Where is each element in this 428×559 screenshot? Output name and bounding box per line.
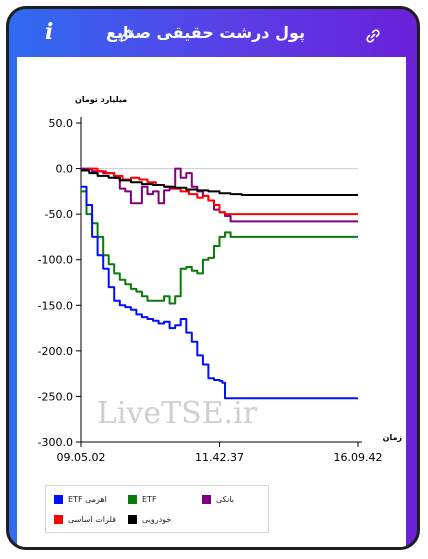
y-tick-label: -250.0 xyxy=(38,390,73,403)
legend-swatch xyxy=(54,514,63,524)
x-tick-label: 09.05.02 xyxy=(57,451,106,464)
legend-label: ETF اهرمی xyxy=(68,494,107,504)
legend-item-etf-leveraged[interactable]: ETF اهرمی xyxy=(54,492,107,506)
legend-swatch xyxy=(54,494,63,504)
legend-item-banking[interactable]: بانکی xyxy=(202,492,234,506)
x-axis-label: زمان xyxy=(383,433,403,442)
legend-label: ETF xyxy=(142,494,157,504)
y-tick-label: -200.0 xyxy=(38,345,73,358)
legend: ETF اهرمی ETF بانکی فلزات اساسی خودرویی xyxy=(45,485,269,533)
legend-item-automotive[interactable]: خودرویی xyxy=(128,512,171,526)
series-line-1 xyxy=(81,190,358,305)
x-tick-label: 11.42.37 xyxy=(195,451,244,464)
legend-swatch xyxy=(128,494,137,504)
header: i پول درشت حقیقی صنایع xyxy=(9,9,417,59)
legend-item-etf[interactable]: ETF xyxy=(128,492,157,506)
link-icon[interactable] xyxy=(365,28,381,44)
legend-label: فلزات اساسی xyxy=(68,514,116,524)
line-chart: LiveTSE.ir میلیارد تومان 50.0 0.0 -50.0 -100.… xyxy=(38,95,403,464)
chart-panel: LiveTSE.ir میلیارد تومان 50.0 0.0 -50.0 -100.… xyxy=(17,57,406,547)
legend-label: خودرویی xyxy=(142,514,172,524)
page-title: پول درشت حقیقی صنایع xyxy=(106,23,305,42)
widget-frame: i پول درشت حقیقی صنایع LiveTSE.ir میلیارد… xyxy=(6,6,420,550)
y-tick-label: -150.0 xyxy=(38,299,73,312)
y-tick-label: -50.0 xyxy=(45,208,73,221)
legend-swatch xyxy=(202,494,211,504)
y-tick-label: 0.0 xyxy=(56,163,74,176)
pencil-icon[interactable] xyxy=(119,29,133,43)
legend-swatch xyxy=(128,514,137,524)
legend-label: بانکی xyxy=(216,494,234,504)
series-line-0 xyxy=(81,185,358,400)
info-icon[interactable]: i xyxy=(45,19,54,45)
y-tick-label: -300.0 xyxy=(38,436,73,449)
series-line-4 xyxy=(81,169,358,196)
legend-item-basic-metals[interactable]: فلزات اساسی xyxy=(54,512,116,526)
x-tick-label: 16.09.42 xyxy=(334,451,383,464)
watermark: LiveTSE.ir xyxy=(97,396,258,431)
series-line-2 xyxy=(81,167,358,223)
y-tick-label: 50.0 xyxy=(49,117,74,130)
y-tick-label: -100.0 xyxy=(38,254,73,267)
y-axis-label: میلیارد تومان xyxy=(75,95,127,104)
